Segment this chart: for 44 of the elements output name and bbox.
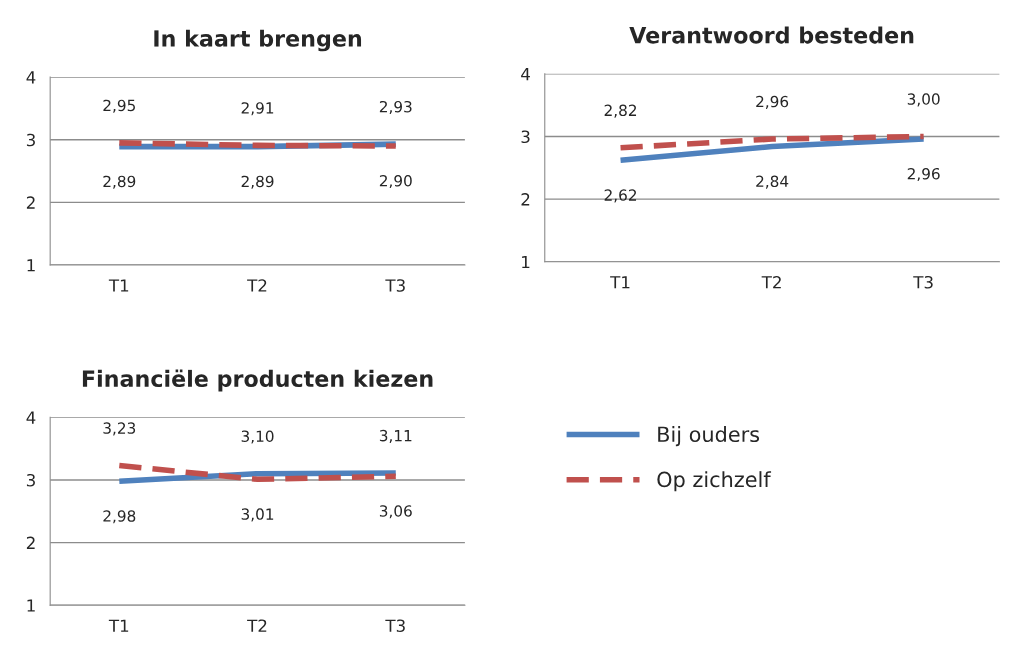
legend-label: Bij ouders bbox=[658, 425, 760, 447]
x-tick-label: T1 bbox=[108, 279, 129, 292]
x-tick-label: T1 bbox=[108, 619, 129, 632]
y-tick-label: 4 bbox=[521, 68, 530, 81]
y-tick-label: 1 bbox=[27, 259, 35, 272]
chart-title: In kaart brengen bbox=[154, 29, 362, 52]
data-label: 2,96 bbox=[907, 168, 940, 182]
data-label: 3,23 bbox=[103, 422, 136, 436]
x-tick-label: T3 bbox=[385, 619, 405, 633]
y-tick-label: 3 bbox=[521, 130, 530, 144]
data-label: 2,62 bbox=[604, 189, 637, 203]
x-tick-label: T3 bbox=[913, 275, 933, 289]
y-tick-label: 4 bbox=[26, 411, 36, 424]
y-tick-label: 3 bbox=[26, 133, 35, 147]
data-label: 3,10 bbox=[241, 430, 274, 444]
data-label: 3,11 bbox=[379, 429, 412, 443]
x-tick-label: T1 bbox=[610, 276, 630, 289]
data-label: 3,06 bbox=[379, 505, 412, 519]
y-tick-label: 1 bbox=[27, 599, 35, 612]
data-label: 2,91 bbox=[241, 102, 274, 116]
x-tick-label: T2 bbox=[247, 619, 267, 632]
data-label: 2,90 bbox=[379, 175, 412, 189]
data-label: 3,00 bbox=[907, 93, 940, 107]
x-tick-label: T2 bbox=[247, 279, 267, 292]
data-label: 2,82 bbox=[604, 104, 637, 118]
data-label: 2,89 bbox=[103, 175, 136, 189]
data-label: 2,89 bbox=[241, 175, 274, 189]
data-label: 3,01 bbox=[241, 508, 274, 522]
y-tick-label: 2 bbox=[521, 193, 530, 206]
y-tick-label: 3 bbox=[26, 473, 35, 487]
legend-label: Op zichzelf bbox=[657, 471, 772, 492]
y-tick-label: 4 bbox=[26, 71, 36, 84]
y-tick-label: 2 bbox=[26, 196, 35, 209]
chart-title: Financiële producten kiezen bbox=[82, 369, 433, 392]
x-tick-label: T2 bbox=[761, 275, 781, 289]
x-tick-label: T3 bbox=[385, 279, 405, 292]
y-tick-label: 1 bbox=[522, 255, 530, 269]
data-label: 2,84 bbox=[756, 175, 789, 189]
data-label: 2,93 bbox=[379, 100, 412, 115]
data-label: 2,95 bbox=[103, 99, 135, 113]
y-tick-label: 2 bbox=[26, 536, 35, 549]
chart-title: Verantwoord besteden bbox=[629, 26, 914, 44]
data-label: 2,98 bbox=[103, 510, 136, 524]
data-label: 2,96 bbox=[756, 95, 789, 109]
